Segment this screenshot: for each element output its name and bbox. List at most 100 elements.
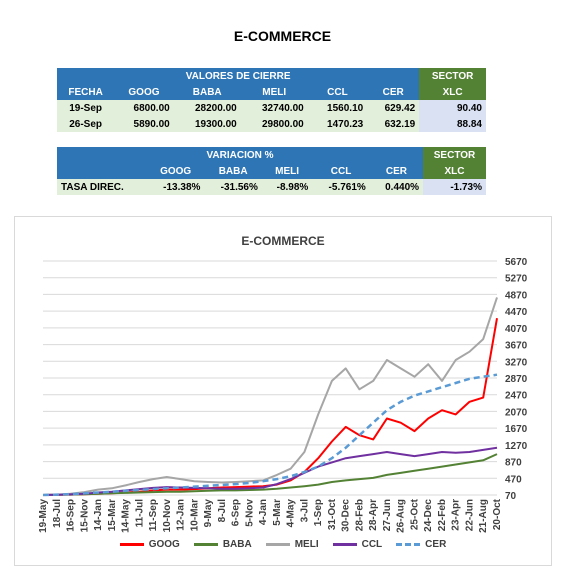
- y-tick-label: 870: [505, 458, 522, 469]
- x-tick-label: 16-Sep: [66, 499, 77, 532]
- y-tick-label: 4470: [505, 307, 528, 318]
- table-cell: 5890.00: [114, 116, 174, 132]
- x-tick-label: 14-May: [121, 499, 132, 533]
- x-tick-label: 6-Sep: [231, 499, 242, 526]
- y-tick-label: 5670: [505, 257, 528, 268]
- x-tick-label: 21-Aug: [478, 499, 489, 533]
- y-tick-label: 3270: [505, 357, 528, 368]
- table-cell: -1.73%: [423, 179, 486, 195]
- col-header: MELI: [261, 163, 313, 179]
- table-cell: -31.56%: [204, 179, 262, 195]
- legend-swatch: [332, 543, 357, 546]
- x-tick-label: 14-Jan: [93, 499, 104, 531]
- chart-container: E-COMMERCE 70 470 870 1270 1670 2070 2470 2870 3…: [14, 216, 552, 566]
- x-tick-label: 31-Oct: [327, 498, 338, 530]
- y-tick-label: 70: [505, 491, 517, 502]
- x-tick-label: 15-Mar: [107, 499, 118, 531]
- col-header: BABA: [204, 163, 262, 179]
- table-cell: 0.440%: [369, 179, 424, 195]
- table-cell: 19300.00: [173, 116, 241, 132]
- table-header: VALORES DE CIERRE: [57, 68, 420, 84]
- table-cell: 90.40: [419, 100, 486, 116]
- page-title: E-COMMERCE: [233, 28, 332, 44]
- legend-swatch: [193, 543, 218, 546]
- table-cell: 1560.10: [307, 100, 368, 116]
- x-tick-label: 18-Jul: [52, 499, 63, 528]
- x-tick-label: 5-Nov: [244, 499, 255, 527]
- table-cell: -5.761%: [312, 179, 370, 195]
- col-header: CER: [367, 84, 420, 100]
- table-row: 26-Sep 5890.00 19300.00 29800.00 1470.23…: [57, 116, 486, 132]
- table-header: VARIACION %: [57, 147, 424, 163]
- col-header: XLC: [423, 163, 486, 179]
- legend-item: MELI: [265, 539, 319, 550]
- x-tick-label: 22-Feb: [437, 499, 448, 531]
- chart-title: E-COMMERCE: [241, 234, 325, 248]
- x-tick-label: 28-Apr: [368, 499, 379, 531]
- x-tick-label: 4-Jan: [258, 499, 269, 525]
- table-cell: 26-Sep: [57, 116, 115, 132]
- x-tick-label: 12-Jan: [176, 499, 187, 531]
- table-cell: 632.19: [367, 116, 420, 132]
- table-cell: 28200.00: [173, 100, 241, 116]
- x-tick-label: 25-Oct: [409, 498, 420, 530]
- y-tick-label: 1270: [505, 441, 528, 452]
- col-header: FECHA: [57, 84, 115, 100]
- legend-item: CCL: [332, 539, 383, 550]
- sector-header: SECTOR: [423, 147, 486, 163]
- x-tick-label: 10-Nov: [162, 499, 173, 533]
- series-line-baba: [42, 453, 498, 496]
- table-cell: 6800.00: [114, 100, 174, 116]
- col-header: GOOG: [114, 84, 174, 100]
- x-tick-label: 10-Mar: [189, 499, 200, 531]
- legend-label: CER: [425, 539, 447, 550]
- legend-label: MELI: [294, 539, 319, 550]
- table-cell: -8.98%: [261, 179, 313, 195]
- legend-item: CER: [396, 539, 446, 550]
- table-cell: -13.38%: [146, 179, 205, 195]
- legend-label: CCL: [361, 539, 383, 550]
- table-cell: 19-Sep: [57, 100, 115, 116]
- table-cell: 629.42: [367, 100, 420, 116]
- table-row: 19-Sep 6800.00 28200.00 32740.00 1560.10…: [57, 100, 486, 116]
- closing-values-table: VALORES DE CIERRE SECTOR FECHA GOOG BABA…: [57, 68, 486, 132]
- series-line-meli: [42, 297, 498, 496]
- table-cell: 32740.00: [240, 100, 308, 116]
- line-chart: 70 470 870 1270 1670 2070 2470 2870 3270 3670 4070…: [38, 257, 528, 533]
- x-tick-label: 30-Dec: [341, 499, 352, 532]
- x-tick-label: 15-Nov: [79, 499, 90, 533]
- x-tick-label: 4-May: [286, 499, 297, 528]
- y-tick-label: 470: [505, 474, 522, 485]
- col-header: CER: [369, 163, 424, 179]
- y-tick-label: 4070: [505, 324, 528, 335]
- y-tick-label: 5270: [505, 274, 528, 285]
- x-tick-label: 11-Sep: [148, 499, 159, 531]
- legend-swatch: [265, 543, 290, 546]
- y-tick-label: 1670: [505, 424, 528, 435]
- y-tick-label: 3670: [505, 341, 528, 352]
- x-tick-label: 20-Oct: [492, 498, 503, 530]
- table-cell: 29800.00: [240, 116, 308, 132]
- x-tick-label: 11-Jul: [134, 499, 145, 528]
- x-tick-label: 19-May: [38, 499, 49, 533]
- x-tick-label: 23-Apr: [451, 499, 462, 531]
- y-tick-label: 2870: [505, 374, 528, 385]
- x-tick-label: 3-Jul: [299, 499, 310, 523]
- col-header: [57, 163, 147, 179]
- legend-item: BABA: [193, 539, 252, 550]
- table-cell: 88.84: [419, 116, 486, 132]
- legend-swatch: [119, 543, 144, 546]
- y-tick-label: 2470: [505, 391, 528, 402]
- x-tick-label: 22-Jun: [464, 499, 475, 531]
- series-line-cer: [42, 373, 498, 497]
- x-tick-label: 28-Feb: [354, 499, 365, 531]
- col-header: GOOG: [146, 163, 205, 179]
- table-row: TASA DIREC. -13.38% -31.56% -8.98% -5.76…: [57, 179, 486, 195]
- legend-label: GOOG: [148, 539, 180, 550]
- x-tick-label: 26-Aug: [396, 499, 407, 533]
- legend-label: BABA: [222, 539, 252, 550]
- y-tick-label: 2070: [505, 407, 528, 418]
- col-header: CCL: [312, 163, 370, 179]
- x-tick-label: 8-Jul: [217, 499, 228, 523]
- x-tick-label: 24-Dec: [423, 499, 434, 532]
